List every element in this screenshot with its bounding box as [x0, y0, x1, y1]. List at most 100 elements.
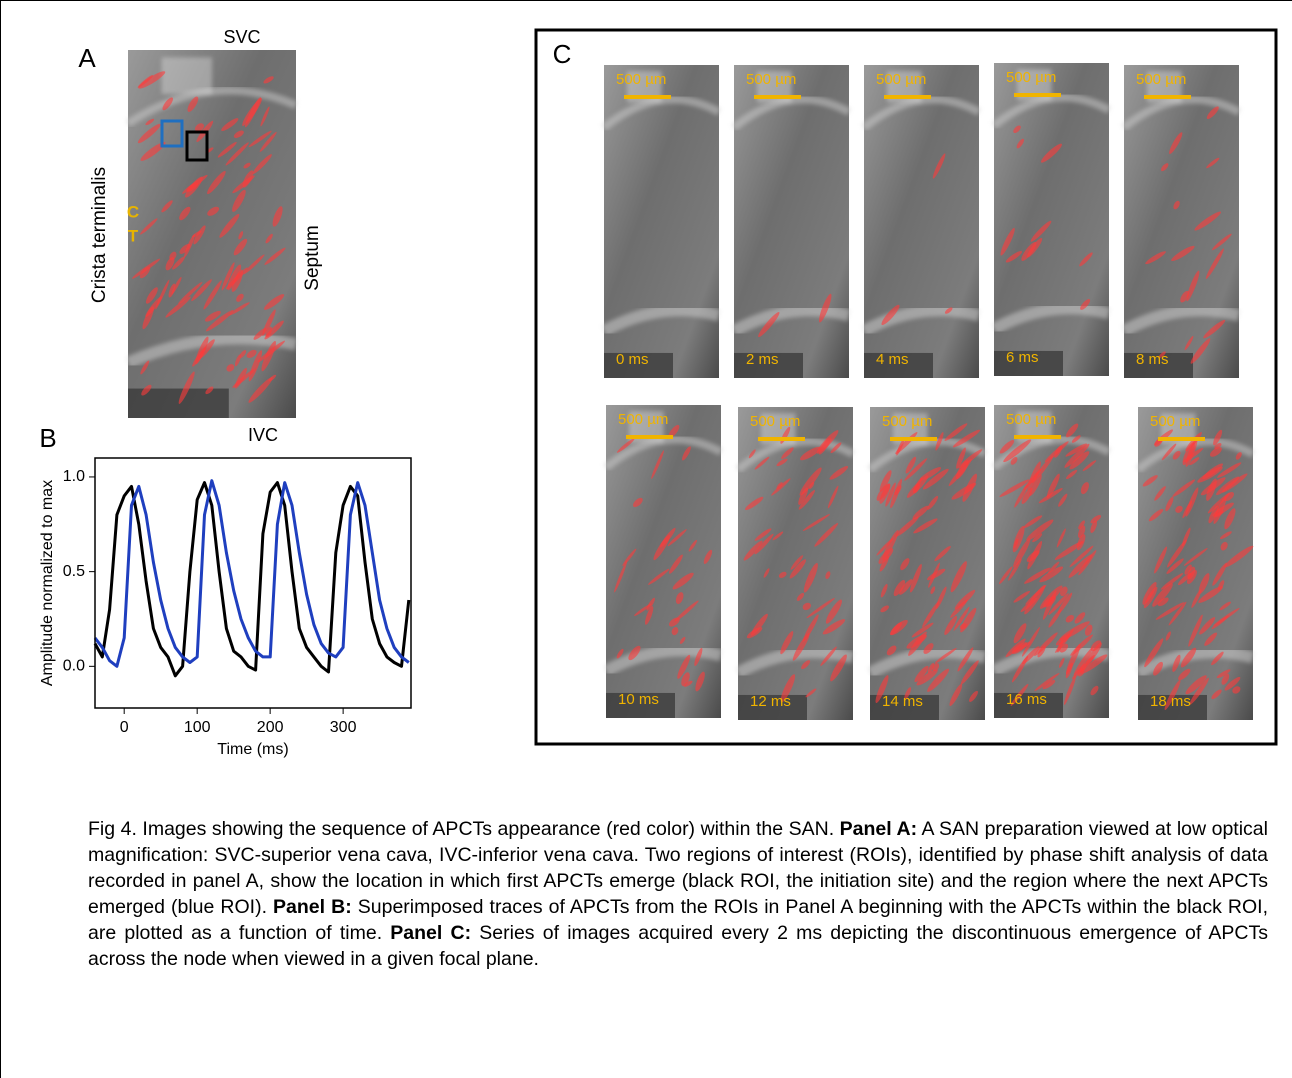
- caption-text: Superimposed traces of APCTs from the RO…: [88, 896, 1269, 944]
- panel-letter: C: [553, 39, 572, 69]
- red-streak: [1168, 601, 1187, 626]
- red-streak: [781, 447, 794, 459]
- red-streak: [1069, 451, 1090, 470]
- red-streak: [800, 446, 821, 461]
- red-streak: [1154, 546, 1168, 574]
- red-streak: [679, 636, 686, 644]
- red-streak: [178, 371, 195, 404]
- red-streak: [999, 566, 1013, 585]
- red-streak: [745, 496, 764, 511]
- red-streak: [754, 456, 770, 470]
- time-label: 8 ms: [1136, 351, 1169, 368]
- roi-blue: [160, 119, 184, 148]
- red-streak: [233, 130, 244, 138]
- red-streak: [137, 123, 161, 144]
- scale-bar-label: 500 µm: [1150, 413, 1200, 430]
- red-streak: [204, 310, 221, 322]
- red-streak: [1224, 545, 1254, 568]
- tissue-texture: [601, 304, 721, 337]
- red-streak: [763, 568, 770, 578]
- red-streak: [1144, 638, 1164, 668]
- red-streak: [648, 568, 670, 585]
- red-streak: [875, 675, 889, 704]
- red-streak: [1011, 642, 1028, 655]
- red-streak: [178, 282, 203, 305]
- red-streak: [165, 257, 175, 271]
- red-streak: [1063, 675, 1077, 706]
- red-streak: [1219, 531, 1232, 540]
- red-streak: [1065, 423, 1079, 438]
- red-streak: [140, 141, 166, 161]
- red-streak: [248, 130, 272, 148]
- red-streak: [232, 189, 246, 212]
- red-streak: [246, 349, 257, 358]
- time-label: 16 ms: [1006, 691, 1047, 708]
- caption-bold: Panel B:: [273, 896, 352, 918]
- red-streak: [1003, 439, 1032, 463]
- red-streak: [668, 554, 683, 574]
- red-streak: [1013, 538, 1031, 568]
- red-streak: [644, 606, 654, 625]
- red-streak: [934, 647, 957, 664]
- red-streak: [1071, 435, 1081, 443]
- red-streak: [1143, 586, 1158, 609]
- x-tick-label: 0: [120, 719, 129, 736]
- red-streak: [1080, 299, 1091, 310]
- red-streak: [1021, 627, 1041, 657]
- red-streak: [890, 619, 908, 636]
- red-streak: [816, 430, 839, 454]
- red-streak: [922, 601, 940, 628]
- red-streak: [829, 466, 849, 480]
- red-streak: [799, 467, 822, 496]
- red-streak: [1059, 586, 1068, 597]
- tissue-texture: [867, 646, 987, 679]
- red-streak: [145, 296, 162, 318]
- red-streak: [677, 654, 691, 679]
- tissue-dark: [864, 352, 933, 378]
- tissue-texture: [861, 304, 981, 337]
- red-streak: [1068, 554, 1093, 578]
- x-tick-label: 200: [257, 719, 284, 736]
- red-streak: [999, 479, 1030, 498]
- red-streak: [923, 643, 934, 654]
- tissue-texture: [603, 644, 723, 677]
- red-streak: [895, 516, 919, 537]
- red-streak: [822, 619, 846, 635]
- red-streak: [1171, 245, 1195, 262]
- panel-letter: A: [78, 43, 96, 73]
- red-streak: [1214, 442, 1222, 450]
- red-streak: [268, 374, 277, 382]
- red-streak: [1079, 663, 1087, 673]
- red-streak: [1189, 677, 1209, 705]
- red-streak: [1054, 541, 1084, 560]
- red-streak: [1042, 680, 1056, 690]
- red-streak: [960, 660, 979, 685]
- red-streak: [1057, 592, 1073, 614]
- red-streak: [879, 483, 891, 504]
- red-streak: [876, 537, 894, 556]
- red-streak: [1090, 520, 1098, 533]
- red-streak: [950, 561, 967, 593]
- red-streak: [1191, 589, 1202, 608]
- red-streak: [653, 534, 671, 561]
- red-streak: [140, 360, 150, 375]
- scale-bar-label: 500 µm: [618, 411, 668, 428]
- red-streak: [819, 293, 832, 323]
- red-streak: [999, 440, 1015, 454]
- caption-text: Series of images acquired every 2 ms dep…: [88, 922, 1268, 970]
- caption-bold: Panel C:: [390, 922, 472, 944]
- red-streak: [191, 230, 202, 238]
- red-streak: [953, 606, 970, 631]
- scale-bar-label: 500 µm: [746, 71, 796, 88]
- tissue-dark: [994, 350, 1063, 376]
- red-streak: [932, 663, 940, 672]
- red-streak: [1059, 621, 1090, 641]
- red-streak: [1160, 573, 1184, 590]
- red-streak: [634, 603, 652, 616]
- red-streak: [1142, 581, 1157, 605]
- red-streak: [1022, 646, 1040, 665]
- y-tick-label: 0.5: [63, 563, 85, 580]
- red-streak: [1188, 614, 1203, 647]
- time-label: 12 ms: [750, 693, 791, 710]
